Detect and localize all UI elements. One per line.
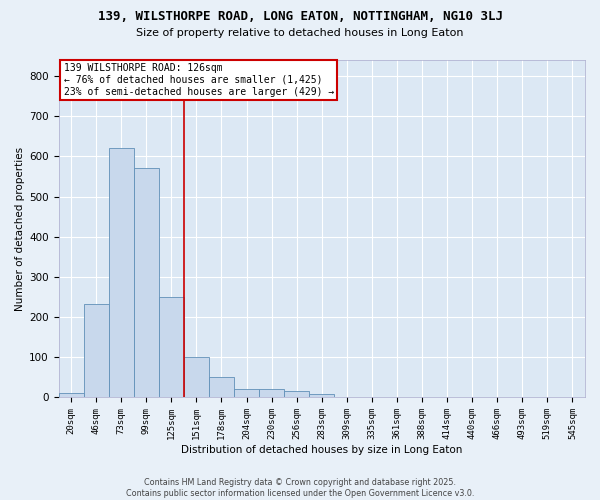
Y-axis label: Number of detached properties: Number of detached properties <box>15 146 25 311</box>
Bar <box>259 388 284 398</box>
Bar <box>309 394 334 398</box>
Bar <box>234 388 259 398</box>
Text: 139 WILSTHORPE ROAD: 126sqm
← 76% of detached houses are smaller (1,425)
23% of : 139 WILSTHORPE ROAD: 126sqm ← 76% of det… <box>64 64 334 96</box>
Bar <box>159 297 184 398</box>
X-axis label: Distribution of detached houses by size in Long Eaton: Distribution of detached houses by size … <box>181 445 463 455</box>
Bar <box>109 148 134 398</box>
Bar <box>134 168 159 398</box>
Bar <box>83 304 109 398</box>
Bar <box>209 378 234 398</box>
Text: Contains HM Land Registry data © Crown copyright and database right 2025.
Contai: Contains HM Land Registry data © Crown c… <box>126 478 474 498</box>
Text: Size of property relative to detached houses in Long Eaton: Size of property relative to detached ho… <box>136 28 464 38</box>
Bar <box>284 392 309 398</box>
Text: 139, WILSTHORPE ROAD, LONG EATON, NOTTINGHAM, NG10 3LJ: 139, WILSTHORPE ROAD, LONG EATON, NOTTIN… <box>97 10 503 23</box>
Bar <box>184 358 209 398</box>
Bar <box>59 394 83 398</box>
